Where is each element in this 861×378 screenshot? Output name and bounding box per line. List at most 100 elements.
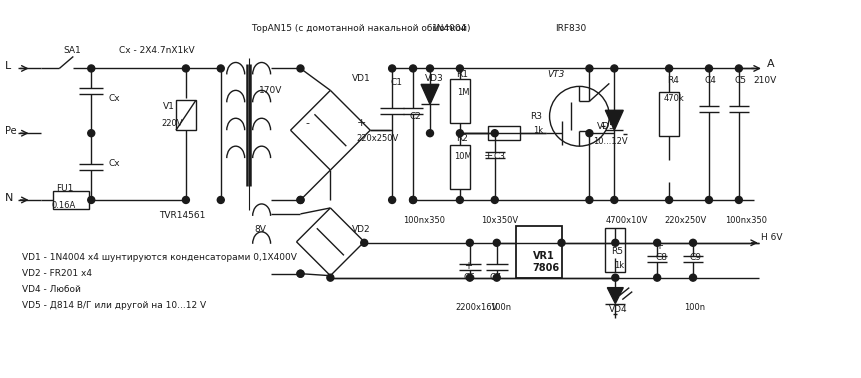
Text: 100nx350: 100nx350 bbox=[403, 216, 445, 225]
Text: VD3: VD3 bbox=[425, 74, 443, 83]
Circle shape bbox=[467, 239, 474, 246]
Circle shape bbox=[612, 239, 619, 246]
Circle shape bbox=[456, 197, 463, 203]
Circle shape bbox=[735, 65, 742, 72]
Text: 1N4004: 1N4004 bbox=[432, 24, 468, 33]
Polygon shape bbox=[605, 110, 623, 130]
Text: VD1: VD1 bbox=[352, 74, 371, 83]
Text: +: + bbox=[357, 118, 367, 128]
Text: 8V: 8V bbox=[255, 225, 267, 234]
Text: A: A bbox=[767, 59, 774, 70]
Circle shape bbox=[610, 197, 618, 203]
Text: C6: C6 bbox=[464, 273, 476, 282]
Text: 100nx350: 100nx350 bbox=[725, 216, 767, 225]
Text: FU1: FU1 bbox=[56, 183, 74, 192]
Polygon shape bbox=[607, 288, 623, 304]
Text: 10M: 10M bbox=[454, 152, 472, 161]
Text: 220V: 220V bbox=[161, 119, 183, 128]
Text: R2: R2 bbox=[456, 134, 468, 143]
Text: TVR14561: TVR14561 bbox=[159, 211, 206, 220]
Text: VD5 - Д814 В/Г или другой на 10...12 V: VD5 - Д814 В/Г или другой на 10...12 V bbox=[22, 301, 206, 310]
Text: R3: R3 bbox=[530, 112, 542, 121]
Circle shape bbox=[705, 65, 712, 72]
Text: C8: C8 bbox=[655, 253, 667, 262]
Text: 1k: 1k bbox=[614, 261, 624, 270]
Circle shape bbox=[456, 65, 463, 72]
Text: C1: C1 bbox=[390, 78, 402, 87]
Text: 100n: 100n bbox=[490, 303, 511, 312]
Circle shape bbox=[183, 197, 189, 203]
Circle shape bbox=[88, 65, 95, 72]
Circle shape bbox=[410, 197, 417, 203]
Text: IRF830: IRF830 bbox=[555, 24, 587, 33]
Circle shape bbox=[610, 65, 618, 72]
Text: 0.16A: 0.16A bbox=[52, 201, 76, 211]
Text: 470k: 470k bbox=[663, 94, 684, 103]
Polygon shape bbox=[421, 84, 439, 104]
Text: VD5: VD5 bbox=[598, 122, 616, 131]
Text: Cx - 2X4.7nX1kV: Cx - 2X4.7nX1kV bbox=[119, 46, 195, 55]
Circle shape bbox=[467, 274, 474, 281]
Text: N: N bbox=[4, 193, 13, 203]
Circle shape bbox=[297, 197, 304, 203]
Circle shape bbox=[456, 130, 463, 137]
Circle shape bbox=[88, 130, 95, 137]
Bar bbox=[488, 126, 520, 140]
Text: 210V: 210V bbox=[754, 76, 777, 85]
Circle shape bbox=[217, 65, 224, 72]
Bar bbox=[53, 191, 90, 209]
Circle shape bbox=[493, 239, 500, 246]
Circle shape bbox=[493, 274, 500, 281]
Text: +: + bbox=[464, 261, 472, 271]
Circle shape bbox=[183, 65, 189, 72]
Circle shape bbox=[388, 65, 395, 72]
Circle shape bbox=[297, 197, 304, 203]
Circle shape bbox=[297, 270, 304, 277]
Text: C9: C9 bbox=[689, 253, 701, 262]
Bar bbox=[176, 100, 195, 130]
Text: VR1: VR1 bbox=[533, 251, 554, 261]
Text: VD4: VD4 bbox=[610, 305, 628, 314]
Circle shape bbox=[88, 197, 95, 203]
Text: VD4 - Любой: VD4 - Любой bbox=[22, 285, 80, 294]
Text: VD1 - 1N4004 x4 шунтируются конденсаторами 0,1X400V: VD1 - 1N4004 x4 шунтируются конденсатора… bbox=[22, 253, 296, 262]
Text: C3: C3 bbox=[493, 152, 505, 161]
Circle shape bbox=[388, 197, 395, 203]
Circle shape bbox=[690, 239, 697, 246]
Circle shape bbox=[426, 65, 433, 72]
Text: SA1: SA1 bbox=[64, 46, 81, 55]
Text: 7806: 7806 bbox=[533, 263, 560, 273]
Circle shape bbox=[410, 65, 417, 72]
Circle shape bbox=[297, 270, 304, 277]
Text: 10...12V: 10...12V bbox=[593, 137, 628, 146]
Circle shape bbox=[612, 274, 619, 281]
Circle shape bbox=[492, 197, 499, 203]
Text: +: + bbox=[655, 241, 663, 251]
Circle shape bbox=[217, 197, 224, 203]
Bar bbox=[450, 79, 470, 123]
Text: R4: R4 bbox=[667, 76, 679, 85]
Text: R5: R5 bbox=[611, 247, 623, 256]
Circle shape bbox=[653, 274, 660, 281]
Circle shape bbox=[297, 65, 304, 72]
Text: Cx: Cx bbox=[108, 159, 120, 167]
Text: 1M: 1M bbox=[457, 88, 469, 97]
Circle shape bbox=[705, 197, 712, 203]
Text: 170V: 170V bbox=[258, 86, 282, 95]
Text: 1k: 1k bbox=[533, 126, 542, 135]
Bar bbox=[660, 92, 679, 136]
Text: 2200x16V: 2200x16V bbox=[455, 303, 498, 312]
Text: Pe: Pe bbox=[4, 126, 16, 136]
Circle shape bbox=[327, 274, 334, 281]
Bar bbox=[450, 145, 470, 189]
Text: 220x250V: 220x250V bbox=[664, 216, 706, 225]
Circle shape bbox=[586, 65, 593, 72]
Text: V1: V1 bbox=[163, 102, 175, 111]
Text: ТорАN15 (с домотанной накальной обмоткой): ТорАN15 (с домотанной накальной обмоткой… bbox=[251, 24, 470, 33]
Text: C7: C7 bbox=[490, 273, 502, 282]
Bar bbox=[605, 228, 625, 272]
Text: VD2: VD2 bbox=[352, 225, 371, 234]
Circle shape bbox=[558, 239, 565, 246]
Circle shape bbox=[361, 239, 368, 246]
Bar bbox=[516, 226, 561, 278]
